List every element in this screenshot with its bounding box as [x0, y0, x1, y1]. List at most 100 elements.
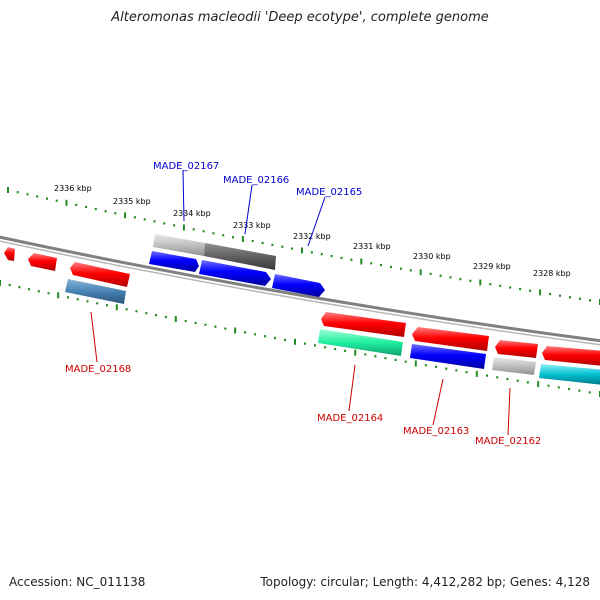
- inner-scale-minor-tick: [334, 348, 337, 351]
- leader-made-02164: [348, 364, 356, 412]
- outer-scale-minor-tick: [232, 236, 234, 239]
- gene-feature-made-02168: [65, 279, 126, 304]
- gene-feature-gray-small: [492, 357, 536, 375]
- leader-made-02166: [244, 184, 253, 235]
- tick-label-2329: 2329 kbp: [473, 262, 511, 271]
- inner-scale-major-tick: [0, 280, 1, 286]
- leader-made-02165: [307, 196, 326, 247]
- outer-scale-minor-tick: [589, 299, 591, 302]
- outer-scale-minor-tick: [94, 208, 97, 211]
- outer-scale-minor-tick: [46, 197, 48, 200]
- gene-feature-made-02165: [272, 274, 325, 297]
- outer-scale-minor-tick: [519, 288, 522, 291]
- topology-summary: Topology: circular; Length: 4,412,282 bp…: [260, 575, 590, 589]
- inner-scale-minor-tick: [125, 308, 128, 311]
- gene-label-made-02166[interactable]: MADE_02166: [223, 175, 289, 186]
- outer-scale-minor-tick: [222, 234, 225, 237]
- outer-scale-minor-tick: [499, 284, 502, 287]
- inner-scale-minor-tick: [588, 391, 591, 394]
- gene-label-made-02164[interactable]: MADE_02164: [317, 413, 383, 424]
- outer-scale-minor-tick: [310, 251, 313, 254]
- outer-scale-minor-tick: [469, 279, 472, 282]
- leader-made-02167: [182, 169, 185, 222]
- outer-scale-minor-tick: [579, 297, 581, 300]
- inner-scale-minor-tick: [204, 323, 207, 326]
- gene-feature-red-3: [70, 262, 130, 287]
- inner-scale-minor-tick: [364, 353, 367, 356]
- outer-scale-minor-tick: [330, 255, 333, 258]
- gene-feature-made-02167: [153, 234, 205, 256]
- inner-features: [65, 279, 600, 385]
- gene-feature-made-02166: [204, 243, 276, 270]
- outer-scale-major-tick: [124, 212, 127, 219]
- inner-scale-minor-tick: [8, 284, 11, 287]
- outer-scale-major-tick: [360, 258, 363, 265]
- inner-scale-major-tick: [475, 370, 478, 377]
- outer-scale-minor-tick: [192, 228, 195, 231]
- outer-scale-minor-tick: [390, 265, 392, 268]
- tick-label-2333: 2333 kbp: [233, 221, 271, 230]
- outer-scale-minor-tick: [202, 230, 205, 233]
- gene-label-made-02165[interactable]: MADE_02165: [296, 187, 362, 198]
- outer-scale-minor-tick: [380, 264, 383, 267]
- inner-scale-minor-tick: [435, 365, 438, 368]
- outer-scale-minor-tick: [114, 212, 117, 215]
- outer-scale-minor-tick: [489, 283, 492, 286]
- outer-scale-major-tick: [301, 247, 303, 254]
- outer-scale-minor-tick: [439, 274, 442, 277]
- outer-scale-major-tick: [241, 236, 244, 243]
- leader-lines: [90, 169, 511, 436]
- inner-scale-minor-tick: [106, 304, 108, 307]
- backbone-outer: [0, 235, 600, 343]
- inner-scale-major-tick: [414, 360, 417, 367]
- outer-scale-minor-tick: [212, 232, 215, 235]
- outer-scale-minor-tick: [36, 195, 39, 198]
- leader-made-02162: [507, 387, 511, 436]
- tick-label-2328: 2328 kbp: [533, 269, 571, 278]
- inner-scale-minor-tick: [404, 360, 407, 363]
- outer-scale-minor-tick: [291, 247, 294, 250]
- accession-text: Accession: NC_011138: [9, 575, 146, 589]
- inner-scale-minor-tick: [47, 292, 50, 295]
- outer-scale-minor-tick: [370, 262, 373, 265]
- inner-scale-minor-tick: [66, 296, 69, 299]
- gene-feature-red-2: [28, 253, 57, 271]
- outer-scale-minor-tick: [509, 286, 512, 289]
- inner-scale-minor-tick: [224, 327, 227, 330]
- outer-scale-minor-tick: [529, 289, 532, 292]
- inner-scale: [0, 280, 600, 397]
- gene-feature-red-1: [4, 247, 15, 261]
- map-title: Alteromonas macleodii 'Deep ecotype', co…: [111, 10, 489, 25]
- tick-label-2331: 2331 kbp: [353, 242, 391, 251]
- outer-scale-minor-tick: [459, 278, 462, 281]
- gene-feature-cyan: [539, 364, 600, 385]
- outer-scale-major-tick: [65, 199, 68, 206]
- outer-scale-major-tick: [182, 224, 185, 231]
- inner-scale-minor-tick: [445, 367, 448, 370]
- inner-scale-minor-tick: [184, 319, 187, 323]
- inner-scale-major-tick: [57, 292, 60, 299]
- outer-scale-minor-tick: [261, 241, 264, 245]
- inner-scale-minor-tick: [274, 336, 276, 340]
- outer-scale-minor-tick: [549, 292, 552, 296]
- outer-scale-minor-tick: [409, 269, 412, 272]
- outer-scale-minor-tick: [173, 224, 176, 227]
- inner-scale-minor-tick: [145, 312, 148, 315]
- gene-label-made-02167[interactable]: MADE_02167: [153, 161, 219, 172]
- inner-scale-minor-tick: [324, 346, 327, 349]
- gene-label-made-02162[interactable]: MADE_02162: [475, 436, 541, 447]
- outer-scale-minor-tick: [569, 296, 571, 299]
- gene-feature-green: [318, 329, 403, 356]
- gene-label-made-02163[interactable]: MADE_02163: [403, 426, 469, 437]
- inner-scale-minor-tick: [28, 288, 31, 291]
- leader-made-02163: [432, 378, 444, 426]
- gene-label-made-02168[interactable]: MADE_02168: [65, 364, 131, 375]
- inner-scale-minor-tick: [155, 314, 158, 317]
- inner-scale-minor-tick: [568, 388, 571, 391]
- inner-scale-major-tick: [174, 316, 177, 322]
- inner-scale-minor-tick: [304, 342, 306, 345]
- outer-scale-minor-tick: [271, 243, 274, 246]
- outer-scale-minor-tick: [26, 193, 29, 196]
- inner-scale-minor-tick: [557, 386, 560, 389]
- outer-scale-minor-tick: [340, 256, 343, 259]
